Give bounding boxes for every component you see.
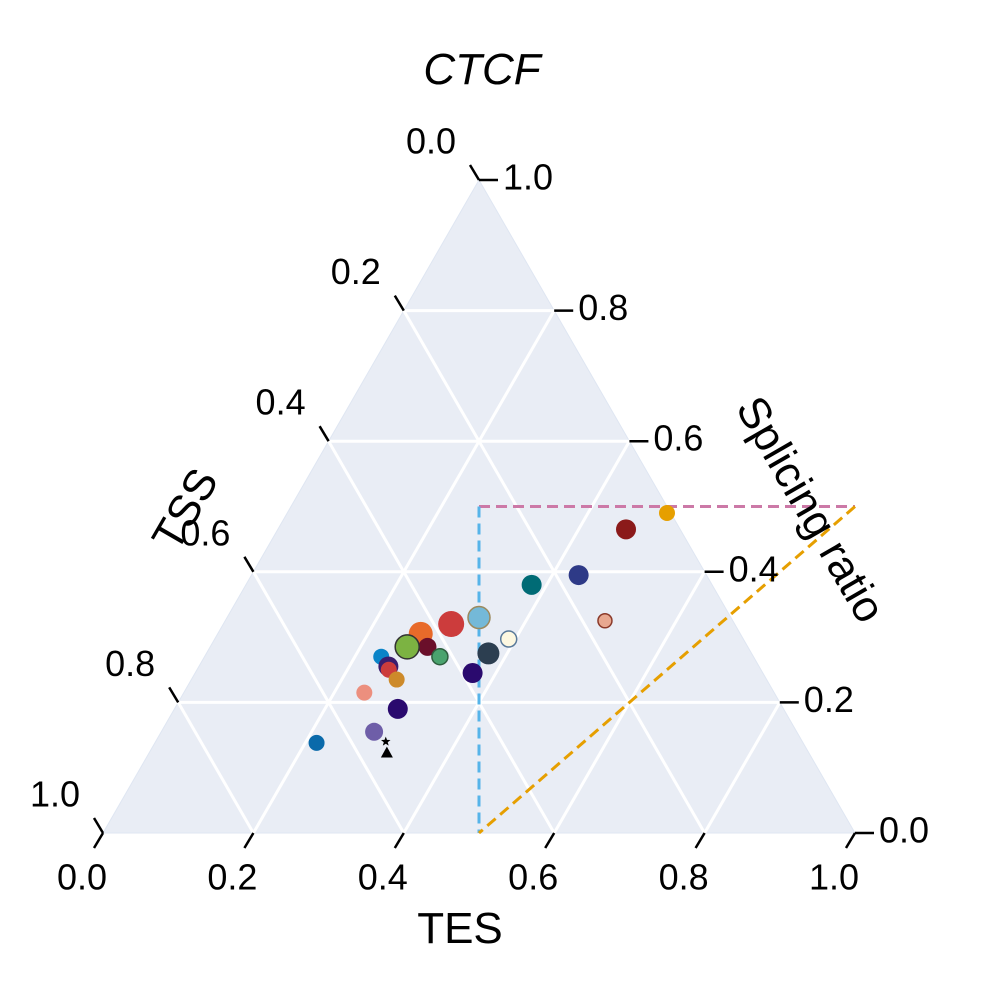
right-tick-label: 0.0	[879, 810, 929, 851]
data-point	[387, 698, 408, 719]
tick-mark	[694, 832, 706, 849]
bottom-tick-label: 0.4	[358, 857, 408, 898]
tick-mark	[393, 832, 405, 849]
gridline	[327, 440, 556, 834]
data-point	[394, 634, 420, 660]
tick-mark	[92, 832, 105, 849]
data-point	[467, 605, 491, 630]
top-axis-title: CTCF	[423, 45, 542, 94]
data-point	[616, 519, 637, 540]
tick-marks: 0.0 0.2 0.4 0.6 0.8 1.0 0.0 0.2 0.4 0.6 0.8 1.0 0.0 0…	[30, 121, 929, 898]
right-tick-label: 0.4	[729, 548, 779, 589]
gridline	[252, 571, 406, 834]
data-point	[521, 574, 542, 595]
data-point	[308, 734, 325, 751]
left-tick-label: 0.4	[256, 382, 306, 423]
right-axis-title: Splicing ratio	[726, 388, 894, 631]
data-point	[418, 637, 437, 656]
data-point	[597, 613, 613, 629]
tick-mark	[243, 832, 255, 849]
gridlines	[176, 309, 782, 834]
bottom-tick-label: 1.0	[809, 857, 859, 898]
left-tick-label: 0.8	[105, 643, 155, 684]
right-tick-label: 0.2	[804, 679, 854, 720]
data-point	[431, 647, 449, 666]
data-point	[499, 630, 518, 648]
left-tick-label: 0.6	[180, 512, 230, 553]
tick-mark	[318, 425, 330, 442]
left-tick-label: 0.0	[406, 121, 456, 162]
data-point	[568, 565, 589, 586]
bottom-tick-label: 0.2	[207, 857, 257, 898]
left-tick-label: 1.0	[30, 774, 80, 815]
bottom-tick-label: 0.0	[57, 857, 107, 898]
tick-mark	[243, 556, 255, 573]
tick-mark	[468, 164, 481, 181]
right-tick-label: 0.6	[653, 418, 703, 459]
tick-mark	[844, 832, 857, 849]
gridline	[703, 701, 782, 834]
bottom-tick-label: 0.8	[659, 857, 709, 898]
gridline	[176, 701, 255, 834]
right-tick-label: 1.0	[503, 157, 553, 198]
data-point-star	[381, 736, 391, 746]
bottom-tick-label: 0.6	[508, 857, 558, 898]
data-point	[356, 684, 373, 701]
data-point-triangle	[380, 746, 393, 758]
gridline	[402, 309, 706, 834]
left-tick-label: 0.2	[331, 251, 381, 292]
data-point	[477, 642, 500, 665]
data-point	[659, 505, 675, 522]
data-point	[462, 663, 483, 684]
tick-mark	[92, 817, 105, 834]
bottom-axis-title: TES	[417, 904, 503, 953]
tick-mark	[168, 686, 180, 704]
data-point	[365, 722, 384, 741]
right-tick-label: 0.8	[578, 287, 628, 328]
reference-line	[478, 505, 856, 835]
data-point	[388, 671, 405, 688]
data-points	[308, 505, 675, 758]
data-point	[438, 611, 465, 638]
tick-mark	[544, 832, 556, 849]
tick-mark	[393, 294, 405, 312]
